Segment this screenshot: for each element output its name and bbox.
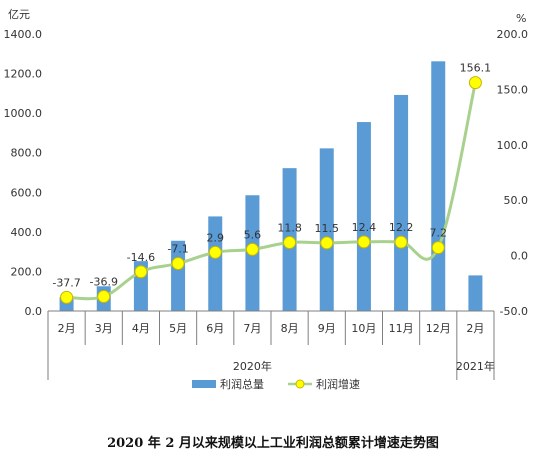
bar — [468, 275, 483, 311]
legend-line-label: 利润增速 — [316, 377, 360, 391]
bar — [431, 61, 446, 311]
data-label: -37.7 — [52, 276, 80, 289]
left-axis-unit: 亿元 — [8, 8, 30, 21]
category-labels: 2月 3月 4月 5月 6月 7月 8月 9月 10月 11月 12月 2月 — [58, 322, 485, 335]
category-label: 5月 — [169, 322, 187, 335]
data-label: 156.1 — [460, 62, 492, 75]
left-tick-label: 1200.0 — [4, 68, 43, 81]
left-tick-label: 600.0 — [11, 186, 43, 199]
right-axis-ticks: -50.0 0.0 50.0 100.0 150.0 200.0 — [497, 28, 529, 318]
line-point — [357, 235, 371, 249]
category-label: 10月 — [351, 322, 376, 335]
category-label: 4月 — [132, 322, 150, 335]
axes — [47, 310, 495, 380]
category-label: 11月 — [389, 322, 414, 335]
line-point — [468, 76, 482, 90]
year-label: 2021年 — [456, 359, 495, 373]
category-label: 9月 — [318, 322, 336, 335]
line-point — [60, 290, 74, 304]
line-point — [283, 236, 297, 250]
left-tick-label: 800.0 — [11, 147, 43, 160]
data-label: -14.6 — [127, 251, 155, 264]
line-point — [245, 242, 259, 256]
legend-bar-label: 利润总量 — [220, 377, 264, 391]
left-tick-label: 400.0 — [11, 226, 43, 239]
legend-bar-swatch — [192, 380, 216, 388]
left-tick-label: 1000.0 — [4, 107, 43, 120]
data-label: -7.1 — [167, 242, 188, 255]
right-tick-label: -50.0 — [500, 305, 528, 318]
right-tick-label: 150.0 — [497, 83, 529, 96]
chart-caption: 2020 年 2 月以来规模以上工业利润总额累计增速走势图 — [107, 436, 439, 451]
right-tick-label: 200.0 — [497, 28, 529, 41]
data-label: 11.5 — [315, 222, 340, 235]
line-point — [208, 245, 222, 259]
data-label: 11.8 — [277, 222, 302, 235]
category-label: 12月 — [426, 322, 451, 335]
legend: 利润总量 利润增速 — [192, 377, 360, 391]
line-point — [97, 289, 111, 303]
bar — [208, 216, 223, 311]
right-axis-unit: % — [516, 12, 526, 25]
growth-line — [66, 82, 477, 301]
bar — [356, 122, 371, 312]
left-axis-ticks: 0.0 200.0 400.0 600.0 800.0 1000.0 1200.0 1400.… — [4, 28, 43, 318]
left-tick-label: 200.0 — [11, 265, 43, 278]
line-point — [171, 256, 185, 270]
line-point — [320, 236, 334, 250]
bar — [319, 148, 334, 311]
data-label: 12.4 — [352, 221, 377, 234]
left-tick-label: 0.0 — [25, 305, 43, 318]
line-series: -37.7 -36.9 -14.6 -7.1 2.9 5.6 11.8 11.5 12.4 12.… — [52, 62, 491, 304]
category-label: 2月 — [58, 322, 76, 335]
data-label: 12.2 — [389, 221, 414, 234]
year-group-labels: 2020年 2021年 — [233, 359, 495, 373]
data-label: 7.2 — [430, 227, 448, 240]
chart: 亿元 % 0.0 200.0 400.0 600.0 800.0 1000.0 1200.0… — [4, 8, 529, 391]
category-label: 3月 — [95, 322, 113, 335]
category-label: 2月 — [466, 322, 484, 335]
right-tick-label: 0.0 — [511, 250, 529, 263]
bar — [394, 94, 409, 311]
right-tick-label: 50.0 — [504, 194, 529, 207]
data-label: 2.9 — [207, 231, 225, 244]
line-point — [394, 235, 408, 249]
line-point — [431, 241, 445, 255]
bar-series — [59, 61, 483, 312]
category-label: 6月 — [206, 322, 224, 335]
category-label: 7月 — [243, 322, 261, 335]
data-label: 5.6 — [244, 228, 262, 241]
year-label: 2020年 — [233, 359, 272, 373]
right-tick-label: 100.0 — [497, 139, 529, 152]
legend-line-marker — [295, 379, 305, 389]
data-label: -36.9 — [90, 275, 118, 288]
left-tick-label: 1400.0 — [4, 28, 43, 41]
category-label: 8月 — [281, 322, 299, 335]
line-point — [134, 265, 148, 279]
